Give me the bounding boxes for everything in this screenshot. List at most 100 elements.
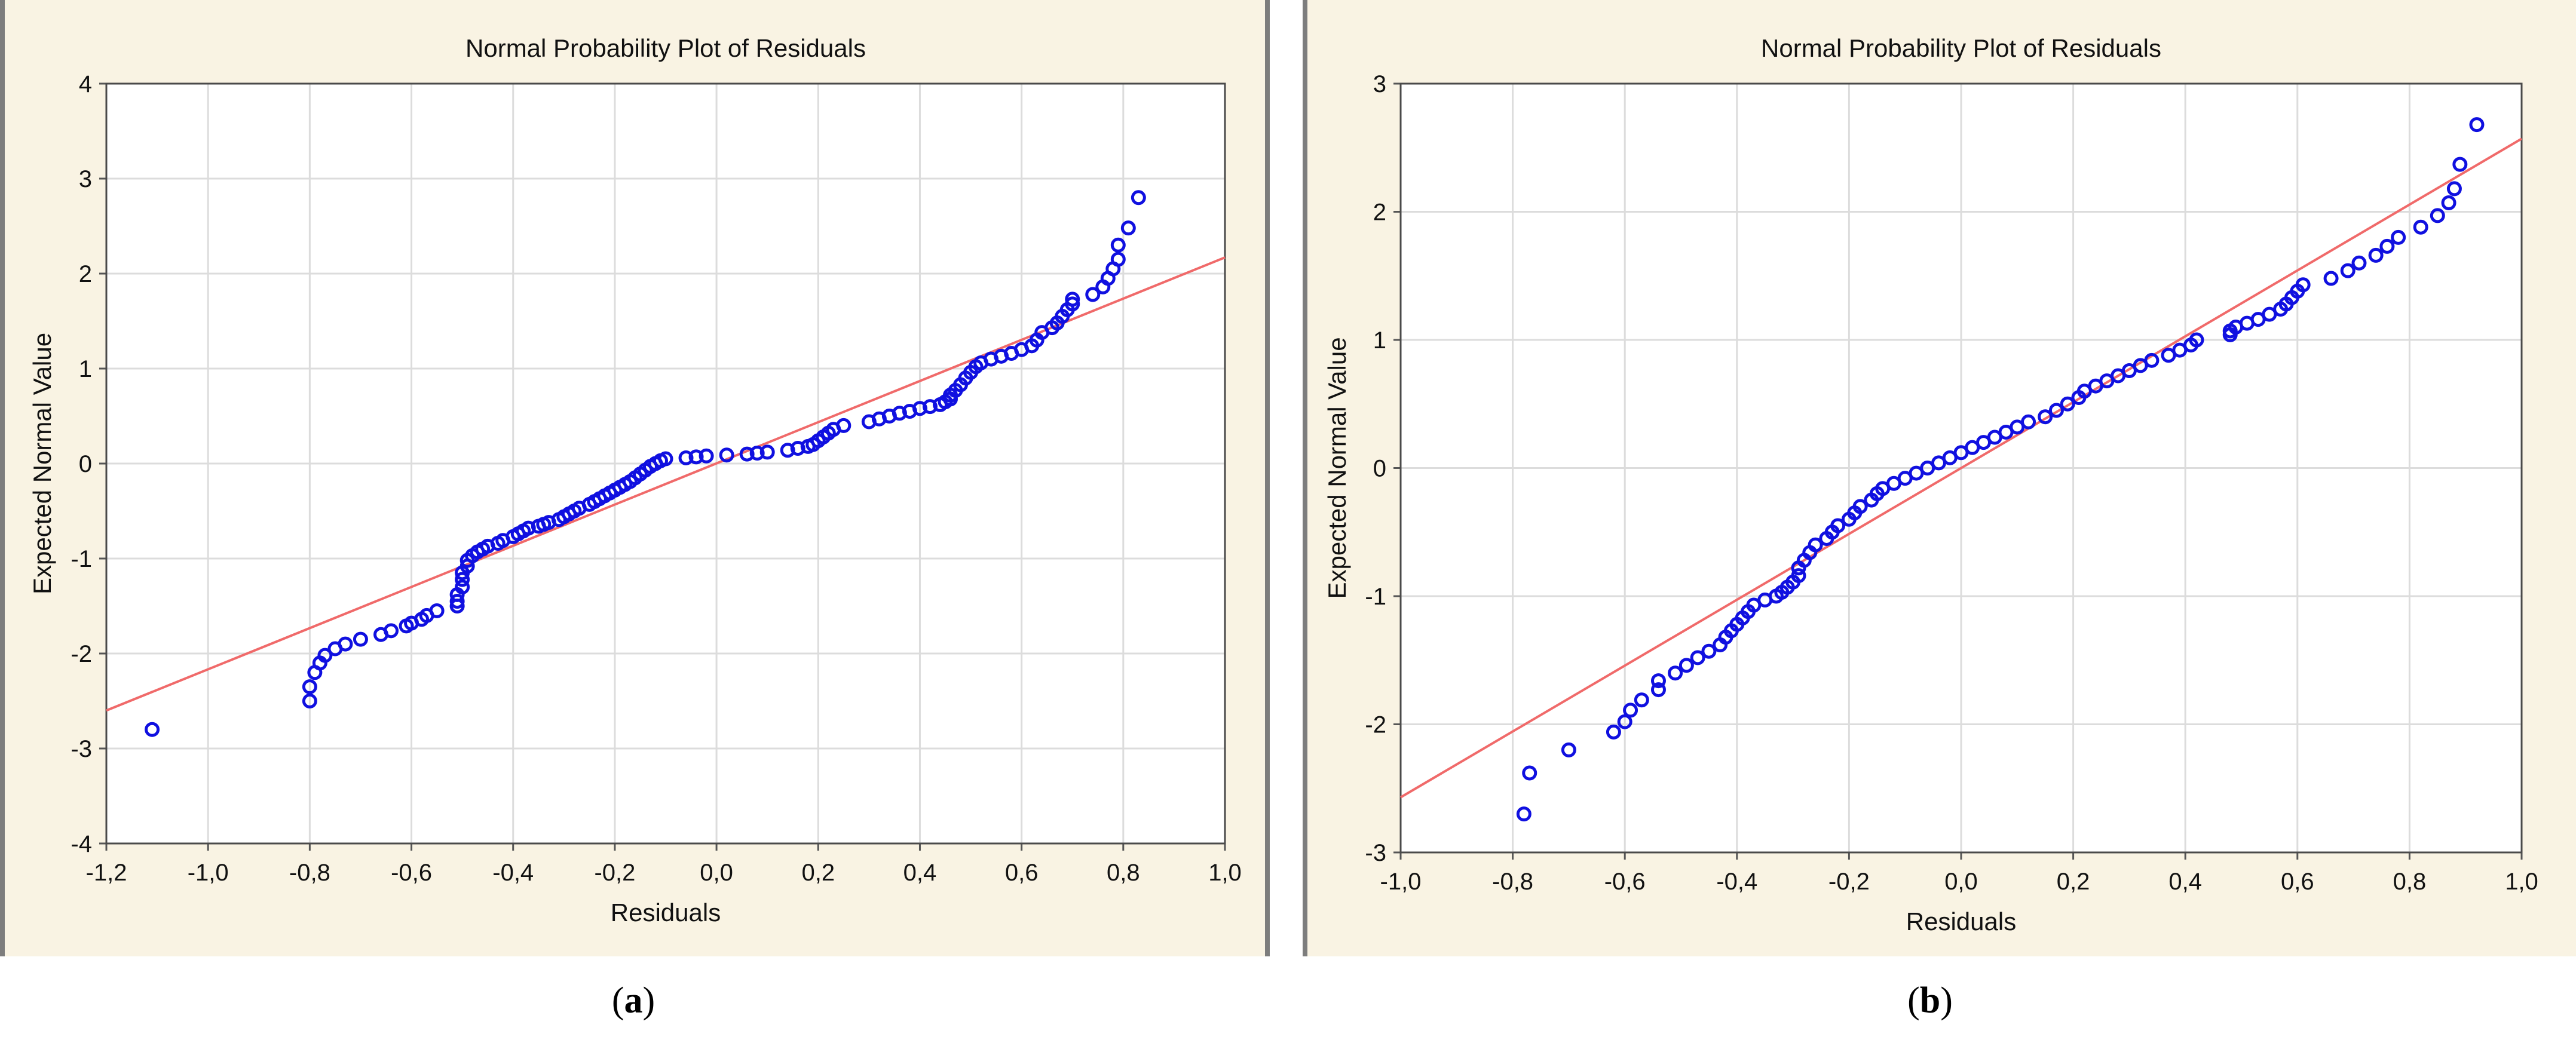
chart-a-x-tick-label: 0,2	[801, 860, 835, 886]
chart-b-data-point	[1606, 724, 1621, 740]
chart-panel-a: -1,2 -1,0 -0,8 -0,6 -0,4 -0,2 0,0 0,2 0,4 0,6 0,8 1…	[0, 0, 1270, 956]
chart-a-y-tick-label: -4	[71, 831, 92, 857]
chart-b-data-point	[1617, 714, 1632, 729]
chart-b-data-point	[2446, 181, 2462, 197]
chart-b-y-tick-label: 0	[1373, 456, 1386, 482]
chart-a-plot-frame	[105, 82, 1226, 845]
chart-b-data-point	[1561, 742, 1576, 757]
chart-b-x-tick-label: 0,8	[2393, 869, 2427, 895]
chart-b-data-point	[2295, 277, 2311, 293]
chart-a-data-point	[1120, 220, 1136, 236]
chart-a: -1,2 -1,0 -0,8 -0,6 -0,4 -0,2 0,0 0,2 0,4 0,6 0,8 1…	[28, 34, 1242, 927]
chart-b-y-axis-label: Expected Normal Value	[1323, 337, 1351, 599]
chart-a-title: Normal Probability Plot of Residuals	[465, 34, 866, 62]
chart-b-data-point	[2144, 352, 2160, 368]
chart-b-y-tick-label: -3	[1365, 840, 1386, 866]
chart-b-x-tick-label: -1,0	[1380, 869, 1422, 895]
panel-edge-a-right	[1265, 0, 1270, 956]
chart-b-fit-line	[1399, 137, 2523, 799]
chart-b-data-point	[2021, 414, 2036, 430]
chart-a-y-tick-label: 2	[79, 261, 92, 287]
chart-a-data-point	[302, 694, 317, 708]
caption-a: (a)	[611, 980, 656, 1021]
chart-a-data-point	[1085, 287, 1101, 302]
chart-b-data-point	[2469, 117, 2485, 133]
chart-a-y-tick-label: 0	[79, 451, 92, 477]
chart-a-x-tick-label: 1,0	[1208, 860, 1242, 886]
chart-a-y-tick-label: 4	[79, 71, 92, 97]
chart-b-y-tick-label: 2	[1373, 200, 1386, 226]
chart-b-data-point	[1808, 537, 1823, 553]
chart-a-x-tick-label: -0,2	[594, 860, 635, 886]
chart-a-x-tick-label: 0,0	[700, 860, 733, 886]
chart-b-y-tick-label: -2	[1365, 712, 1386, 738]
chart-a-data-point	[429, 603, 445, 618]
chart-b-data-point	[2048, 403, 2064, 418]
chart-a-data-point	[1131, 190, 1146, 205]
chart-a-x-tick-label: -0,8	[289, 860, 330, 886]
chart-b-x-tick-label: 0,0	[1944, 869, 1978, 895]
chart-a-data-point	[759, 444, 775, 460]
chart-a-data-point	[1110, 251, 1126, 267]
chart-a-x-tick-label: -1,2	[86, 860, 127, 886]
chart-b-data-point	[1701, 643, 1717, 659]
panel-edge-a	[0, 0, 5, 956]
chart-b-data-point	[1791, 568, 1806, 584]
chart-b-x-tick-label: -0,4	[1716, 869, 1757, 895]
chart-b-data-point	[2323, 271, 2339, 286]
chart-b-data-point	[1516, 806, 1531, 822]
chart-a-data-point	[455, 572, 470, 587]
chart-a-data-point	[688, 449, 704, 465]
chart-a-data-point	[455, 579, 470, 595]
chart-a-y-axis-label: Expected Normal Value	[28, 333, 56, 594]
chart-b-data-point	[1650, 673, 1666, 689]
chart-a-data-point	[749, 446, 765, 461]
chart-a-data-point	[739, 446, 755, 462]
chart-a-data-point	[836, 418, 851, 433]
chart-a-y-tick-label: 1	[79, 356, 92, 382]
panel-edge-b	[1303, 0, 1307, 956]
chart-a-data-point	[384, 623, 399, 639]
chart-b-x-tick-label: 0,6	[2281, 869, 2314, 895]
chart-b-data-point	[2038, 409, 2053, 425]
chart-a-x-tick-label: 0,4	[903, 860, 937, 886]
chart-b-data-point	[1522, 765, 1537, 781]
chart-b-data-point	[2441, 195, 2456, 210]
chart-b-data-point	[1690, 650, 1705, 665]
chart-b-title: Normal Probability Plot of Residuals	[1761, 34, 2161, 62]
chart-a-y-tick-label: -3	[71, 736, 92, 762]
chart-b-data-point	[1852, 499, 1868, 514]
chart-panel-b: -1,0 -0,8 -0,6 -0,4 -0,2 0,0 0,2 0,4 0,6 0,8 1,0 -3…	[1304, 0, 2576, 956]
chart-b-y-tick-label: 3	[1373, 71, 1386, 97]
chart-b-x-axis-label: Residuals	[1906, 907, 2016, 935]
chart-a-data-point	[699, 448, 714, 464]
caption-b: (b)	[1907, 980, 1953, 1021]
chart-a-data-point	[449, 594, 465, 609]
chart-a-y-tick-label: -2	[71, 641, 92, 667]
chart-b-data-point	[1678, 658, 1694, 673]
chart-b-x-tick-label: -0,6	[1604, 869, 1646, 895]
chart-a-x-tick-label: -1,0	[188, 860, 229, 886]
chart-a-data-point	[302, 679, 317, 695]
chart-a-data-point	[678, 450, 694, 465]
chart-b: -1,0 -0,8 -0,6 -0,4 -0,2 0,0 0,2 0,4 0,6 0,8 1,0 -3…	[1323, 34, 2538, 935]
chart-b-data-point	[2340, 263, 2356, 278]
chart-a-data-point	[719, 447, 734, 463]
chart-b-data-point	[2413, 219, 2428, 235]
chart-b-data-point	[2391, 229, 2406, 245]
chart-a-y-tick-label: -1	[71, 546, 92, 572]
chart-b-data-point	[2368, 247, 2384, 263]
chart-b-data-point	[2351, 255, 2367, 271]
chart-a-data-point	[1065, 296, 1080, 312]
chart-a-x-axis-label: Residuals	[611, 898, 721, 927]
chart-a-data-point	[658, 451, 673, 467]
chart-a-x-tick-label: -0,6	[391, 860, 432, 886]
chart-a-data-point	[338, 636, 353, 652]
chart-a-data-point	[317, 648, 333, 663]
chart-b-y-tick-label: 1	[1373, 327, 1386, 354]
chart-b-data-point	[2430, 208, 2445, 223]
chart-b-x-tick-label: 0,4	[2168, 869, 2202, 895]
chart-b-y-tick-label: -1	[1365, 584, 1386, 610]
chart-b-x-tick-label: -0,2	[1828, 869, 1870, 895]
chart-a-y-tick-label: 3	[79, 166, 92, 192]
